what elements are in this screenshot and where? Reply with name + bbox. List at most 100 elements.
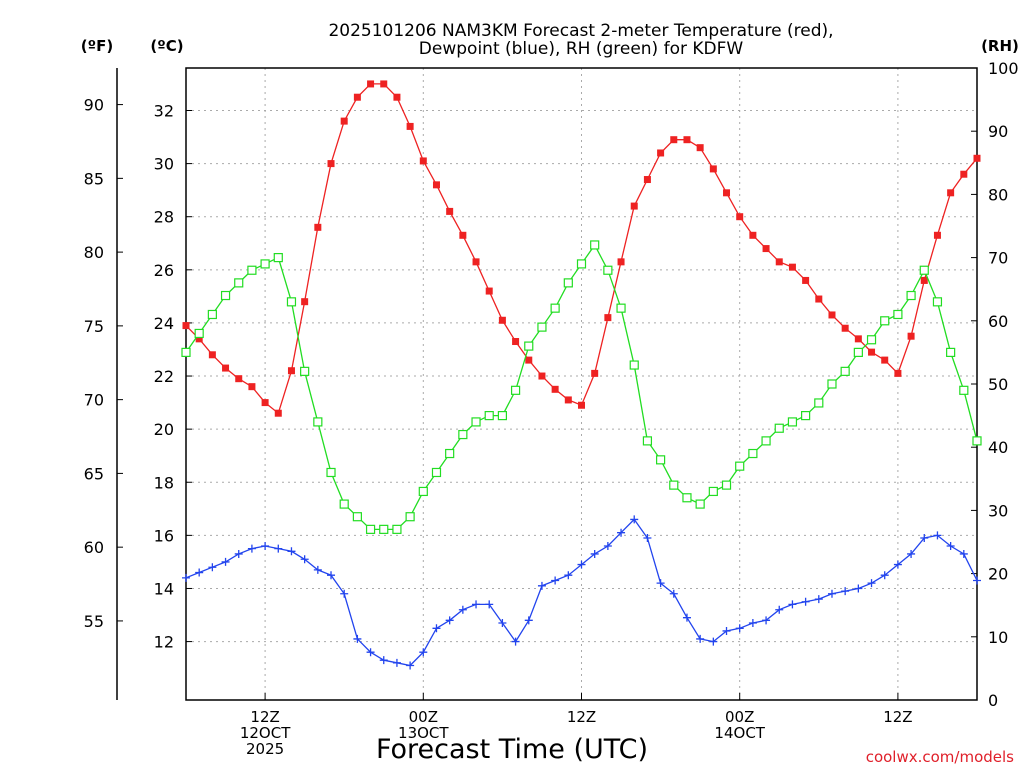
dewpoint-point [630, 515, 639, 524]
temperature-point [709, 165, 717, 173]
rh-point [748, 448, 758, 459]
dewpoint-point [313, 565, 322, 574]
dewpoint-point [247, 544, 256, 553]
temperature-point [670, 136, 678, 144]
dewpoint-point [485, 600, 494, 609]
rh-point [247, 265, 257, 275]
time-tick-label: 00Z [409, 708, 438, 726]
rh-tick-label: 100 [988, 59, 1019, 78]
temperature-point [907, 332, 915, 340]
fahrenheit-tick-label: 80 [84, 243, 104, 262]
rh-point [735, 461, 745, 471]
temperature-point [841, 324, 849, 332]
rh-point [392, 524, 402, 534]
rh-point [365, 524, 376, 534]
temperature-point [498, 316, 506, 324]
dewpoint-point [735, 624, 744, 633]
temperature-point [973, 154, 981, 162]
dewpoint-point [880, 571, 889, 580]
temperature-point [723, 189, 731, 197]
chart-title-line-2: Dewpoint (blue), RH (green) for KDFW [419, 39, 744, 59]
dewpoint-point [946, 541, 955, 550]
rh-point [959, 385, 969, 395]
rh-point [695, 499, 705, 509]
celsius-tick-label: 22 [154, 367, 174, 386]
dewpoint-point [682, 613, 691, 622]
rh-point [603, 265, 613, 275]
temperature-point [340, 117, 348, 125]
dewpoint-point [524, 616, 533, 625]
temperature-point [301, 298, 309, 306]
rh-tick-labels: 0 10 20 30 40 50 60 70 80 90 100 [988, 59, 1019, 710]
dewpoint-point [458, 605, 467, 614]
celsius-unit-label: (ºC) [150, 37, 183, 55]
temperature-point [419, 157, 427, 165]
credit-link[interactable]: coolwx.com/models [866, 748, 1014, 766]
rh-point [853, 347, 863, 357]
temperature-point [854, 335, 862, 343]
celsius-tick-label: 30 [154, 155, 174, 174]
dewpoint-point [762, 616, 771, 625]
dewpoint-point [841, 587, 850, 596]
fahrenheit-tick-label: 85 [84, 169, 104, 188]
dewpoint-point [577, 560, 586, 569]
rh-point [642, 436, 653, 446]
rh-point [866, 335, 877, 345]
time-tick-label: 2025 [246, 740, 284, 758]
celsius-tick-label: 32 [154, 101, 174, 120]
plot-frame [185, 67, 978, 701]
rh-point [919, 265, 929, 275]
rh-point [207, 309, 217, 320]
rh-point [774, 423, 784, 433]
rh-point [563, 278, 573, 288]
rh-point [801, 411, 811, 421]
temperature-point [195, 335, 203, 343]
dewpoint-point [722, 626, 731, 635]
fahrenheit-tick-label: 90 [84, 96, 104, 115]
dewpoint-point [327, 571, 336, 580]
celsius-tick-label: 24 [154, 314, 174, 333]
temperature-point [749, 231, 757, 239]
temperature-point [881, 356, 889, 364]
dewpoint-point [551, 576, 560, 585]
dewpoint-point [234, 549, 243, 558]
chart-title-line-1: 2025101206 NAM3KM Forecast 2-meter Tempe… [328, 21, 833, 41]
temperature-point [815, 295, 823, 303]
gridlines [186, 68, 977, 700]
rh-point [220, 290, 231, 301]
rh-point [761, 436, 771, 446]
rh-tick-label: 30 [988, 501, 1008, 520]
rh-point [313, 417, 323, 427]
temperature-point [472, 258, 480, 266]
celsius-tick-label: 14 [154, 579, 174, 598]
dewpoint-point [564, 571, 573, 580]
rh-point [721, 480, 732, 490]
temperature-point [235, 375, 243, 383]
temperature-point [182, 322, 190, 330]
time-tick-label: 12Z [883, 708, 912, 726]
temperature-point [485, 287, 493, 295]
temperature-point [578, 401, 585, 409]
rh-point [260, 259, 270, 269]
time-tick-label: 12OCT [240, 724, 291, 742]
temperature-point [630, 202, 638, 210]
fahrenheit-tick-label: 70 [84, 391, 104, 410]
rh-unit-label: (RH) [981, 37, 1019, 55]
rh-point [972, 436, 982, 446]
dewpoint-point [973, 576, 981, 585]
dewpoint-point [893, 560, 902, 569]
temperature-point [287, 367, 295, 375]
rh-point [629, 360, 639, 370]
dewpoint-point [340, 589, 349, 598]
rh-point [445, 448, 455, 459]
rh-point [524, 341, 534, 351]
fahrenheit-tick-label: 60 [84, 538, 104, 557]
data-series [181, 80, 982, 670]
dewpoint-point [432, 624, 441, 633]
dewpoint-point [854, 584, 863, 593]
dewpoint-point [392, 658, 401, 667]
rh-tick-label: 70 [988, 249, 1008, 268]
rh-point [616, 303, 626, 313]
